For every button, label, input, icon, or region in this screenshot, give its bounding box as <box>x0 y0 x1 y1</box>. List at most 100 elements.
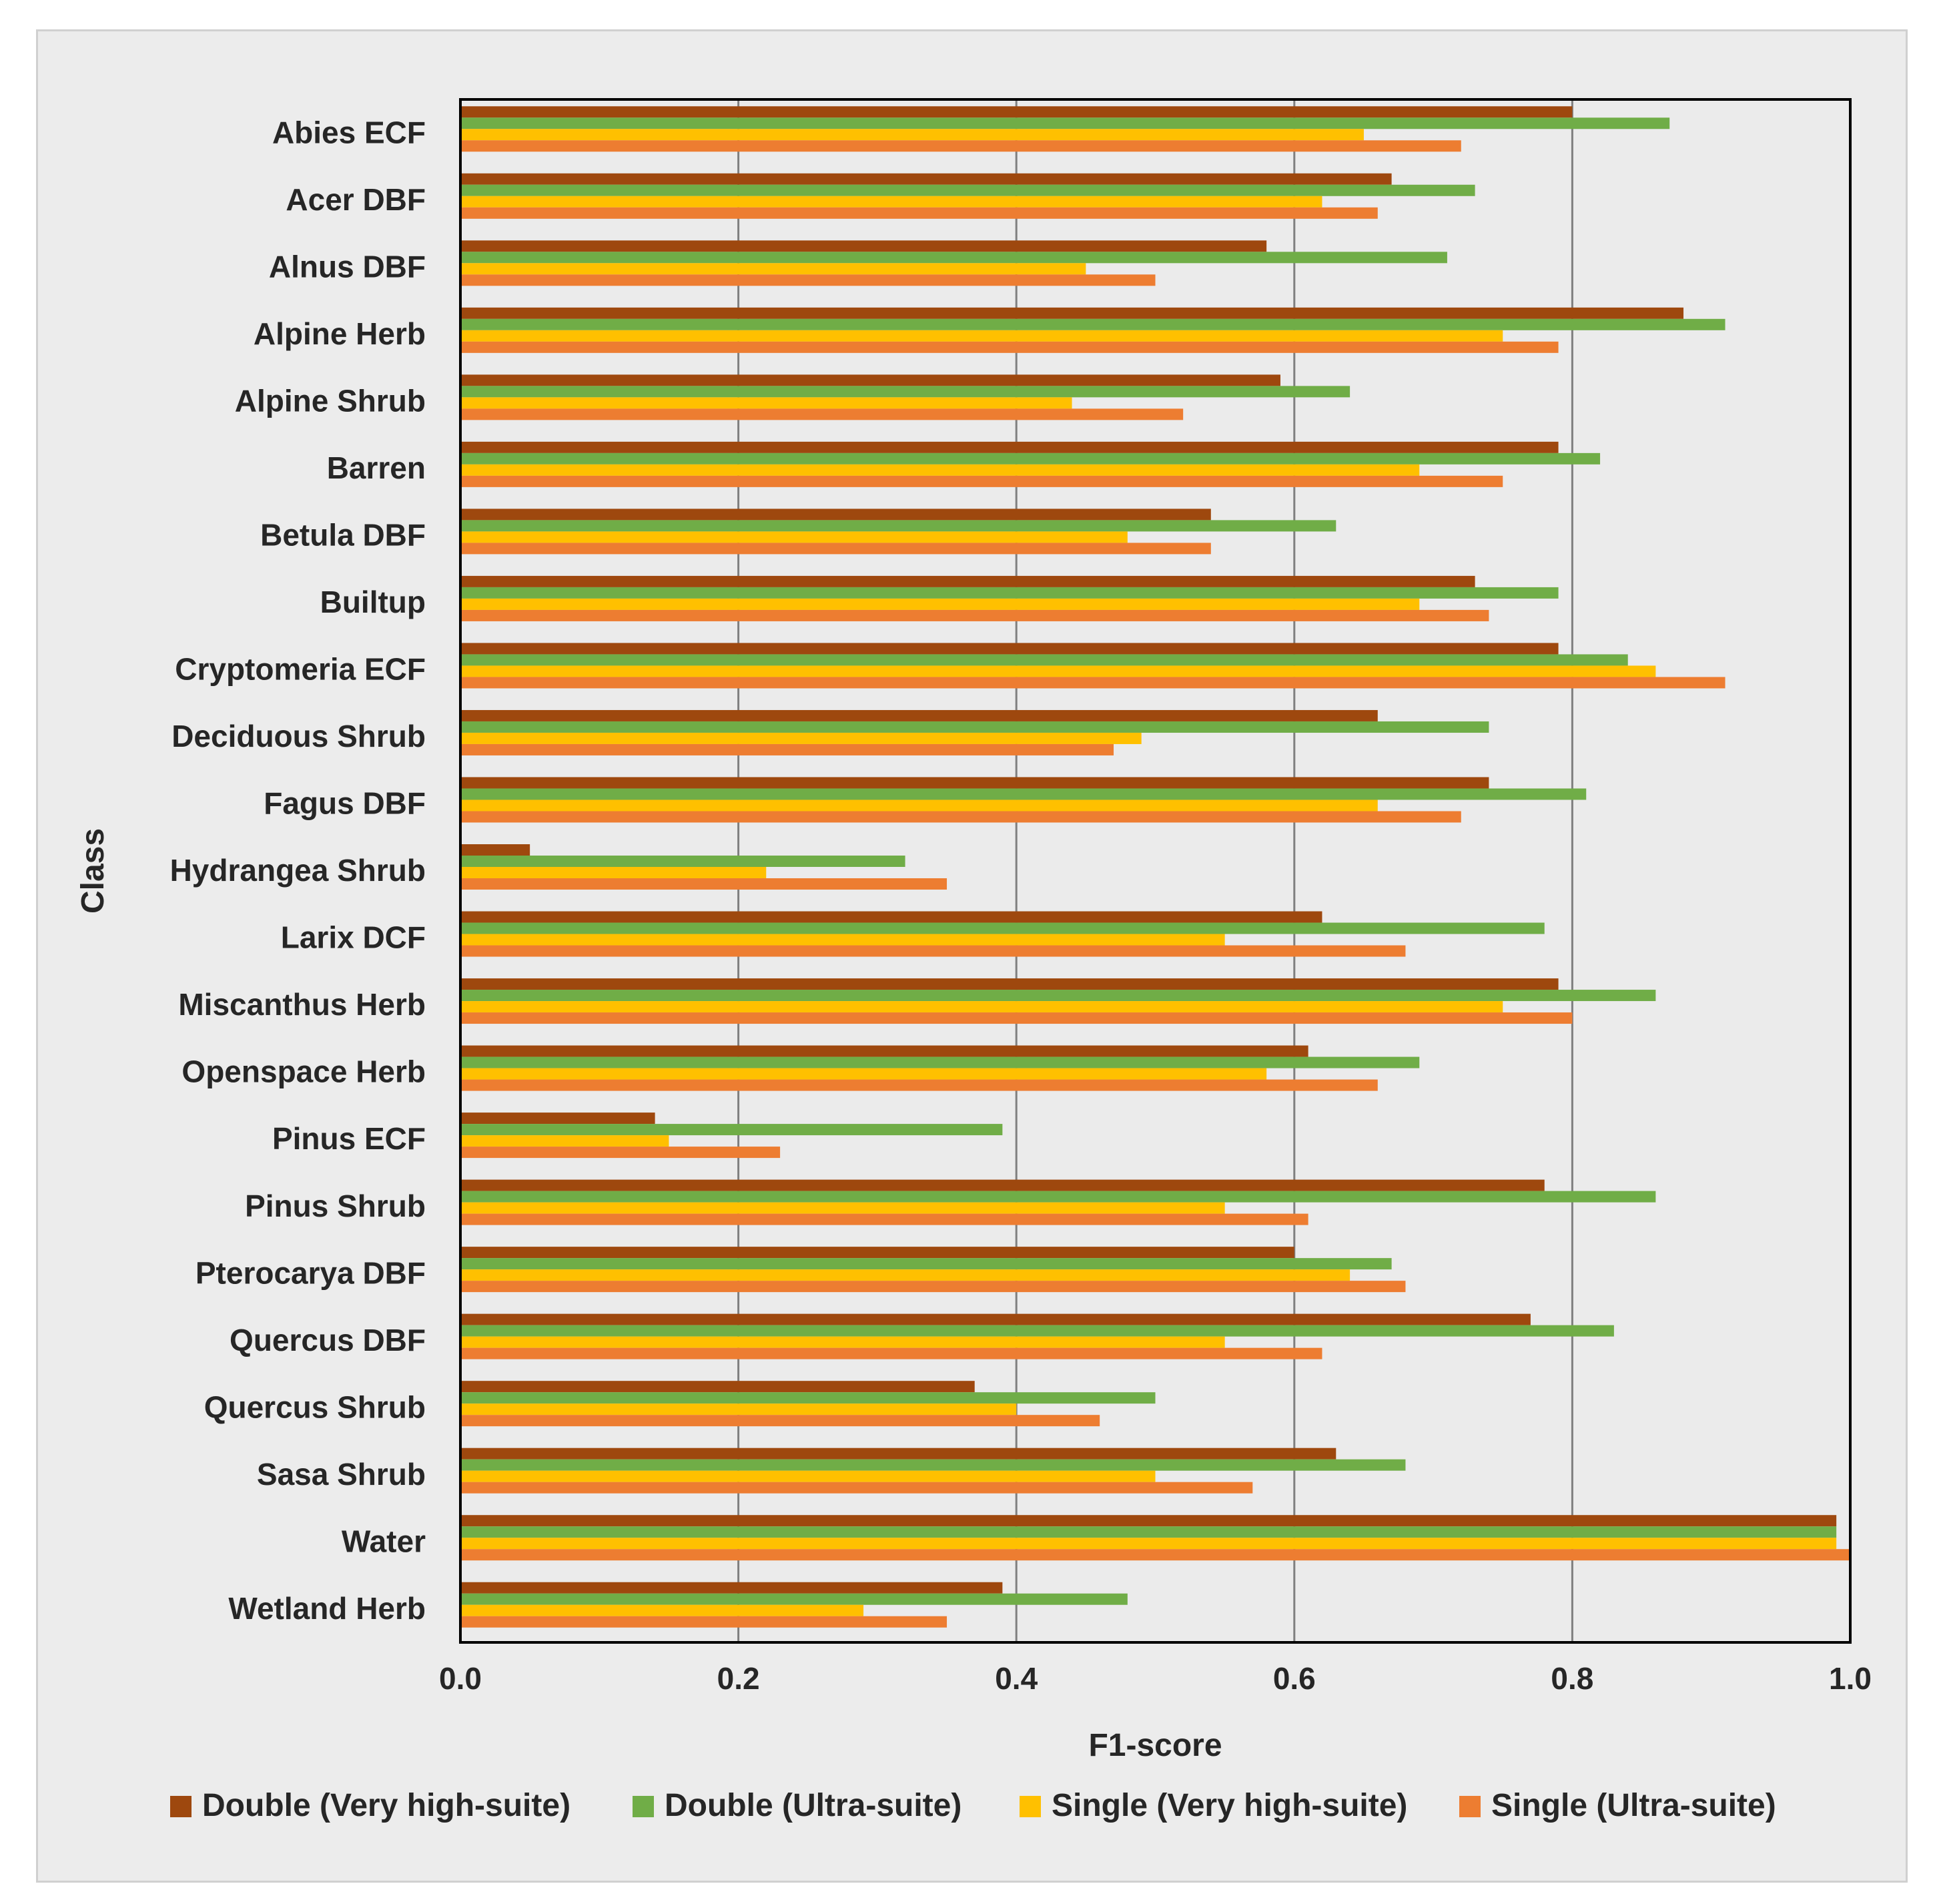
legend-label-1: Double (Very high-suite) <box>202 1788 570 1823</box>
x-tick-label: 1.0 <box>1829 1661 1872 1696</box>
bar-alpine-herb-series-2 <box>460 318 1725 330</box>
bar-openspace-herb-series-3 <box>460 1068 1267 1080</box>
category-label: Fagus DBF <box>264 786 426 821</box>
bar-hydrangea-shrub-series-3 <box>460 867 767 878</box>
bar-abies-ecf-series-3 <box>460 129 1364 141</box>
legend-label-3: Single (Very high-suite) <box>1052 1788 1407 1823</box>
bar-wetland-herb-series-3 <box>460 1604 864 1616</box>
bar-wetland-herb-series-2 <box>460 1593 1128 1605</box>
category-label: Cryptomeria ECF <box>175 652 426 687</box>
bar-pinus-shrub-series-3 <box>460 1202 1225 1214</box>
bar-alpine-shrub-series-4 <box>460 408 1184 420</box>
bar-abies-ecf-series-2 <box>460 117 1670 129</box>
bar-betula-dbf-series-4 <box>460 543 1211 555</box>
legend-label-4: Single (Ultra-suite) <box>1491 1788 1776 1823</box>
category-label: Wetland Herb <box>228 1591 426 1626</box>
bar-hydrangea-shrub-series-4 <box>460 878 947 890</box>
bar-builtup-series-4 <box>460 609 1489 621</box>
bar-cryptomeria-ecf-series-2 <box>460 654 1628 666</box>
bar-cryptomeria-ecf-series-3 <box>460 665 1656 677</box>
bar-wetland-herb-series-4 <box>460 1616 947 1628</box>
bar-openspace-herb-series-4 <box>460 1079 1378 1091</box>
bar-acer-dbf-series-2 <box>460 184 1475 196</box>
bar-miscanthus-herb-series-4 <box>460 1012 1573 1024</box>
bar-quercus-dbf-series-4 <box>460 1347 1322 1359</box>
category-label: Miscanthus Herb <box>178 987 426 1022</box>
bar-abies-ecf-series-4 <box>460 140 1461 152</box>
bar-pinus-shrub-series-1 <box>460 1179 1545 1191</box>
bar-quercus-dbf-series-2 <box>460 1325 1614 1337</box>
bar-builtup-series-2 <box>460 587 1559 599</box>
bar-pinus-ecf-series-2 <box>460 1124 1003 1136</box>
bar-quercus-shrub-series-2 <box>460 1392 1156 1404</box>
bar-deciduous-shrub-series-2 <box>460 721 1489 733</box>
bar-water-series-1 <box>460 1515 1837 1527</box>
bar-fagus-dbf-series-3 <box>460 800 1378 812</box>
bar-openspace-herb-series-1 <box>460 1045 1308 1057</box>
bar-water-series-4 <box>460 1549 1850 1561</box>
bar-miscanthus-herb-series-1 <box>460 978 1559 990</box>
bar-acer-dbf-series-3 <box>460 196 1322 208</box>
bar-fagus-dbf-series-1 <box>460 777 1489 789</box>
bar-larix-dcf-series-1 <box>460 911 1322 923</box>
bar-alnus-dbf-series-4 <box>460 274 1156 286</box>
bar-barren-series-4 <box>460 475 1503 487</box>
x-tick-label: 0.8 <box>1551 1661 1593 1696</box>
category-label: Deciduous Shrub <box>171 719 426 753</box>
bar-water-series-2 <box>460 1526 1837 1538</box>
bar-deciduous-shrub-series-1 <box>460 709 1378 721</box>
bar-pinus-shrub-series-2 <box>460 1191 1656 1203</box>
bar-miscanthus-herb-series-3 <box>460 1001 1503 1013</box>
bar-pinus-shrub-series-4 <box>460 1213 1308 1225</box>
x-tick-label: 0.2 <box>717 1661 760 1696</box>
y-axis-title: Class <box>75 828 111 914</box>
bar-pinus-ecf-series-1 <box>460 1113 655 1125</box>
bar-alpine-shrub-series-3 <box>460 397 1072 409</box>
bar-barren-series-3 <box>460 464 1420 476</box>
bar-deciduous-shrub-series-3 <box>460 732 1142 744</box>
legend-swatch-2 <box>633 1796 654 1817</box>
bar-quercus-dbf-series-1 <box>460 1313 1531 1325</box>
category-label: Alpine Herb <box>254 316 426 351</box>
legend-swatch-1 <box>170 1796 191 1817</box>
bar-larix-dcf-series-4 <box>460 945 1406 957</box>
bar-water-series-3 <box>460 1538 1837 1550</box>
bar-openspace-herb-series-2 <box>460 1056 1420 1068</box>
category-label: Quercus DBF <box>230 1323 426 1357</box>
category-label: Sasa Shrub <box>257 1457 426 1492</box>
bar-acer-dbf-series-4 <box>460 207 1378 219</box>
bar-alpine-herb-series-4 <box>460 341 1559 353</box>
bar-fagus-dbf-series-2 <box>460 788 1587 800</box>
bar-quercus-shrub-series-1 <box>460 1381 975 1393</box>
bar-alpine-herb-series-1 <box>460 307 1684 319</box>
category-label: Larix DCF <box>281 920 426 955</box>
category-label: Alpine Shrub <box>235 384 426 418</box>
bar-quercus-dbf-series-3 <box>460 1336 1225 1348</box>
bar-alpine-herb-series-3 <box>460 330 1503 342</box>
x-tick-label: 0.6 <box>1273 1661 1316 1696</box>
bar-barren-series-1 <box>460 441 1559 453</box>
bar-wetland-herb-series-1 <box>460 1582 1003 1594</box>
category-label: Betula DBF <box>260 518 426 553</box>
bar-sasa-shrub-series-1 <box>460 1448 1336 1460</box>
bar-pterocarya-dbf-series-4 <box>460 1281 1406 1293</box>
bar-alnus-dbf-series-1 <box>460 240 1267 252</box>
bar-betula-dbf-series-2 <box>460 520 1336 532</box>
category-label: Builtup <box>320 585 426 619</box>
bar-alnus-dbf-series-2 <box>460 252 1447 264</box>
bar-sasa-shrub-series-3 <box>460 1470 1156 1482</box>
category-label: Pinus Shrub <box>245 1189 426 1223</box>
category-label: Abies ECF <box>272 115 426 149</box>
x-tick-label: 0.0 <box>439 1661 482 1696</box>
category-label: Acer DBF <box>286 182 426 217</box>
bar-pinus-ecf-series-4 <box>460 1147 781 1159</box>
bar-acer-dbf-series-1 <box>460 173 1392 185</box>
bar-barren-series-2 <box>460 452 1601 464</box>
bar-alpine-shrub-series-2 <box>460 386 1350 398</box>
legend-label-2: Double (Ultra-suite) <box>665 1788 961 1823</box>
bar-pterocarya-dbf-series-1 <box>460 1247 1294 1259</box>
bar-cryptomeria-ecf-series-1 <box>460 643 1559 655</box>
bar-builtup-series-1 <box>460 575 1475 587</box>
bar-deciduous-shrub-series-4 <box>460 743 1114 755</box>
